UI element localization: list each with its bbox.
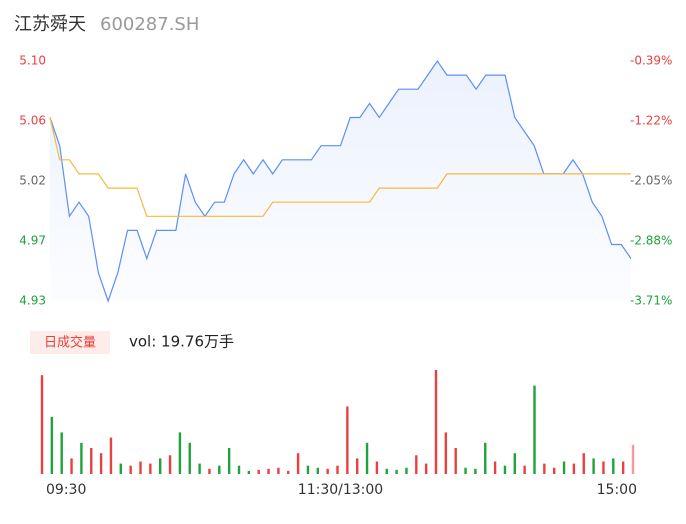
volume-bar [139, 461, 142, 474]
volume-bar [592, 458, 595, 474]
y2-tick-label: -0.39% [630, 54, 672, 68]
volume-bar [612, 458, 615, 474]
y-tick-label: 4.97 [19, 234, 46, 248]
volume-bar [444, 432, 448, 474]
volume-bar [119, 463, 122, 474]
volume-bar [415, 455, 418, 474]
volume-bar [227, 448, 231, 474]
volume-bar [80, 442, 83, 474]
volume-bar [316, 467, 319, 474]
y2-tick-label: -2.05% [630, 174, 672, 188]
volume-bar [267, 468, 270, 474]
volume-bar [178, 432, 182, 474]
volume-bar [149, 463, 152, 474]
volume-label: 日成交量 [44, 335, 96, 351]
volume-bar [602, 461, 605, 474]
volume-bar [484, 442, 487, 474]
stock-name: 江苏舜天 [14, 14, 86, 35]
volume-bar [454, 448, 457, 474]
volume-bar [287, 470, 290, 474]
volume-bar [70, 458, 73, 474]
average-line [49, 117, 631, 217]
volume-bar [553, 467, 556, 474]
volume-bar [405, 467, 408, 474]
volume-bar [109, 437, 113, 474]
volume-bar [493, 461, 497, 474]
volume-bar [424, 463, 428, 474]
y2-tick-label: -2.88% [630, 234, 672, 248]
x-tick-label: 15:00 [597, 482, 637, 498]
volume-bar [168, 455, 172, 474]
y2-tick-label: -1.22% [630, 114, 672, 128]
volume-bar [40, 375, 44, 474]
volume-bar [503, 465, 507, 474]
volume-bar [60, 432, 63, 474]
volume-bar [159, 458, 162, 474]
volume-bar [562, 461, 566, 474]
stock-code: 600287.SH [100, 14, 199, 35]
volume-bar [375, 461, 379, 474]
y2-tick-label: -3.71% [630, 294, 672, 308]
volume-bar [90, 448, 93, 474]
volume-bar [464, 467, 467, 474]
volume-bar [257, 469, 260, 474]
volume-summary: vol: 19.76万手 [129, 333, 234, 351]
volume-bar [385, 468, 388, 474]
price-line [49, 59, 632, 303]
volume-bar [533, 385, 536, 474]
volume-bar [277, 467, 280, 474]
volume-bar [218, 465, 221, 474]
volume-bar [237, 465, 241, 474]
volume-bar [543, 463, 546, 474]
volume-bar [306, 465, 310, 474]
volume-bar [434, 370, 438, 474]
volume-bar [572, 463, 576, 474]
price-area [50, 61, 631, 301]
volume-bar [356, 458, 359, 474]
volume-bar [474, 468, 477, 474]
volume-bar [99, 453, 103, 474]
volume-bar [582, 453, 585, 474]
volume-bar [198, 463, 201, 474]
volume-bar [247, 470, 251, 474]
y-tick-label: 5.02 [19, 174, 46, 188]
volume-bar [513, 453, 516, 474]
volume-bar [188, 442, 191, 474]
y-tick-label: 5.10 [19, 54, 46, 68]
volume-bar [50, 416, 54, 474]
volume-bar [365, 442, 369, 474]
volume-bar [523, 465, 526, 474]
volume-bar [631, 444, 635, 474]
volume-bar [208, 468, 211, 474]
volume-bar [336, 465, 339, 474]
volume-bar [326, 468, 329, 474]
volume-bar [395, 469, 398, 474]
x-tick-label: 09:30 [46, 482, 86, 498]
volume-badge [30, 331, 110, 354]
volume-bar [346, 406, 349, 474]
y-tick-label: 5.06 [19, 114, 46, 128]
x-tick-label: 11:30/13:00 [298, 482, 383, 498]
y-tick-label: 4.93 [19, 294, 46, 308]
volume-bar [129, 465, 132, 474]
volume-bar [621, 461, 625, 474]
volume-bar [296, 453, 300, 474]
